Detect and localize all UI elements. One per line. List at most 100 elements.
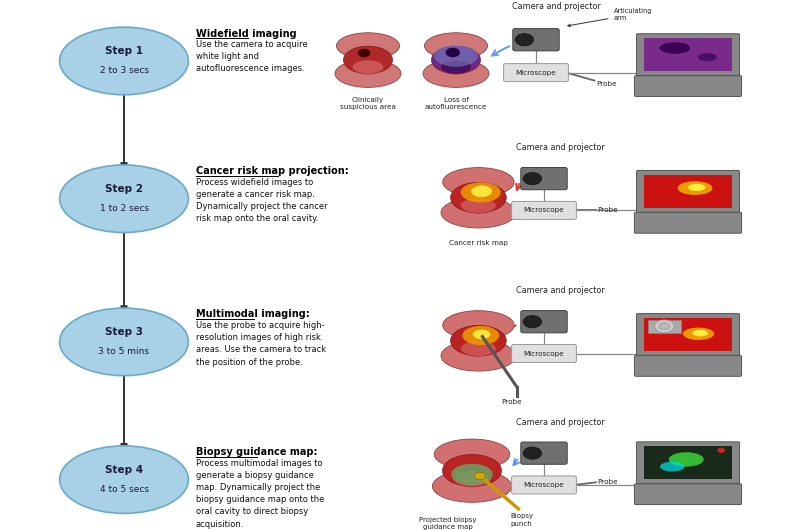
Text: Widefield imaging: Widefield imaging <box>196 29 297 39</box>
FancyBboxPatch shape <box>513 29 559 51</box>
Ellipse shape <box>423 60 489 87</box>
Text: Biopsy
punch: Biopsy punch <box>510 513 533 526</box>
Ellipse shape <box>450 182 506 213</box>
Ellipse shape <box>682 328 714 340</box>
Ellipse shape <box>440 60 472 74</box>
Ellipse shape <box>431 46 481 74</box>
Text: Clinically
suspicious area: Clinically suspicious area <box>340 97 396 110</box>
Ellipse shape <box>59 308 189 376</box>
FancyBboxPatch shape <box>512 344 576 363</box>
Text: Microscope: Microscope <box>524 482 564 488</box>
Circle shape <box>515 33 534 46</box>
Ellipse shape <box>59 446 189 514</box>
Ellipse shape <box>471 186 492 197</box>
Ellipse shape <box>442 311 514 340</box>
Text: Multimodal imaging:: Multimodal imaging: <box>196 310 310 320</box>
Ellipse shape <box>441 197 516 228</box>
Text: Microscope: Microscope <box>516 69 556 76</box>
FancyBboxPatch shape <box>644 175 732 208</box>
Text: Camera and projector: Camera and projector <box>516 286 604 295</box>
FancyBboxPatch shape <box>644 318 732 351</box>
Ellipse shape <box>425 33 487 59</box>
Circle shape <box>655 320 674 333</box>
FancyBboxPatch shape <box>512 201 576 219</box>
Text: Loss of
autofluorescence: Loss of autofluorescence <box>425 97 487 110</box>
FancyBboxPatch shape <box>634 213 742 233</box>
Ellipse shape <box>473 330 490 339</box>
Text: Articulating
arm: Articulating arm <box>568 8 652 26</box>
Ellipse shape <box>678 181 713 195</box>
FancyBboxPatch shape <box>644 446 732 479</box>
Circle shape <box>523 315 542 328</box>
FancyBboxPatch shape <box>521 311 567 333</box>
Ellipse shape <box>441 340 516 371</box>
FancyBboxPatch shape <box>648 320 681 333</box>
Ellipse shape <box>462 326 499 345</box>
Circle shape <box>446 48 460 57</box>
Circle shape <box>358 49 370 57</box>
Ellipse shape <box>688 184 706 191</box>
Text: Step 2: Step 2 <box>105 184 143 194</box>
Text: Probe: Probe <box>598 207 618 214</box>
Ellipse shape <box>352 60 384 74</box>
Text: Projected biopsy
guidance map: Projected biopsy guidance map <box>419 517 477 530</box>
FancyBboxPatch shape <box>637 34 739 75</box>
Text: Step 1: Step 1 <box>105 47 143 56</box>
FancyBboxPatch shape <box>521 442 567 464</box>
Text: Microscope: Microscope <box>524 350 564 357</box>
Text: 1 to 2 secs: 1 to 2 secs <box>99 204 149 213</box>
Ellipse shape <box>692 330 708 337</box>
Circle shape <box>523 172 542 185</box>
Ellipse shape <box>442 455 502 487</box>
Text: Process widefield images to
generate a cancer risk map.
Dynamically project the : Process widefield images to generate a c… <box>196 178 328 224</box>
FancyBboxPatch shape <box>637 171 739 212</box>
Ellipse shape <box>450 325 506 356</box>
Ellipse shape <box>432 470 512 502</box>
Ellipse shape <box>434 45 478 67</box>
Circle shape <box>474 472 486 480</box>
Ellipse shape <box>461 341 496 356</box>
Ellipse shape <box>451 464 493 485</box>
Ellipse shape <box>669 452 704 466</box>
Text: Probe: Probe <box>596 81 617 87</box>
Text: Process multimodal images to
generate a biopsy guidance
map. Dynamically project: Process multimodal images to generate a … <box>196 459 324 528</box>
Ellipse shape <box>660 462 685 472</box>
Text: Cancer risk map: Cancer risk map <box>449 240 508 246</box>
Text: 2 to 3 secs: 2 to 3 secs <box>99 66 149 75</box>
FancyBboxPatch shape <box>637 442 739 483</box>
Ellipse shape <box>660 42 690 54</box>
Text: Microscope: Microscope <box>524 207 564 214</box>
Ellipse shape <box>442 167 514 197</box>
Text: Camera and projector: Camera and projector <box>516 143 604 152</box>
FancyBboxPatch shape <box>634 76 742 96</box>
Ellipse shape <box>698 53 717 61</box>
Ellipse shape <box>337 33 399 59</box>
Text: Biopsy guidance map:: Biopsy guidance map: <box>196 447 318 457</box>
Text: 3 to 5 mins: 3 to 5 mins <box>98 347 150 356</box>
Circle shape <box>659 323 670 330</box>
Ellipse shape <box>343 46 393 74</box>
Ellipse shape <box>434 439 510 470</box>
FancyBboxPatch shape <box>644 38 732 71</box>
Circle shape <box>523 447 542 460</box>
Text: Camera and projector: Camera and projector <box>512 2 600 11</box>
Text: Use the probe to acquire high-
resolution images of high risk
areas. Use the cam: Use the probe to acquire high- resolutio… <box>196 321 326 367</box>
FancyBboxPatch shape <box>634 356 742 376</box>
FancyBboxPatch shape <box>512 476 576 494</box>
Ellipse shape <box>461 182 501 202</box>
Ellipse shape <box>59 27 189 95</box>
Text: Camera and projector: Camera and projector <box>516 418 604 427</box>
Ellipse shape <box>59 165 189 233</box>
Circle shape <box>718 448 725 453</box>
Text: Probe: Probe <box>502 399 522 404</box>
FancyBboxPatch shape <box>634 484 742 505</box>
Ellipse shape <box>454 471 490 487</box>
Ellipse shape <box>461 198 496 213</box>
FancyBboxPatch shape <box>637 314 739 355</box>
Text: Use the camera to acquire
white light and
autofluorescence images.: Use the camera to acquire white light an… <box>196 40 308 74</box>
Text: Step 3: Step 3 <box>105 328 143 337</box>
Text: Probe: Probe <box>598 479 618 485</box>
Ellipse shape <box>335 60 401 87</box>
Text: Cancer risk map projection:: Cancer risk map projection: <box>196 166 349 176</box>
Text: Step 4: Step 4 <box>105 465 143 475</box>
